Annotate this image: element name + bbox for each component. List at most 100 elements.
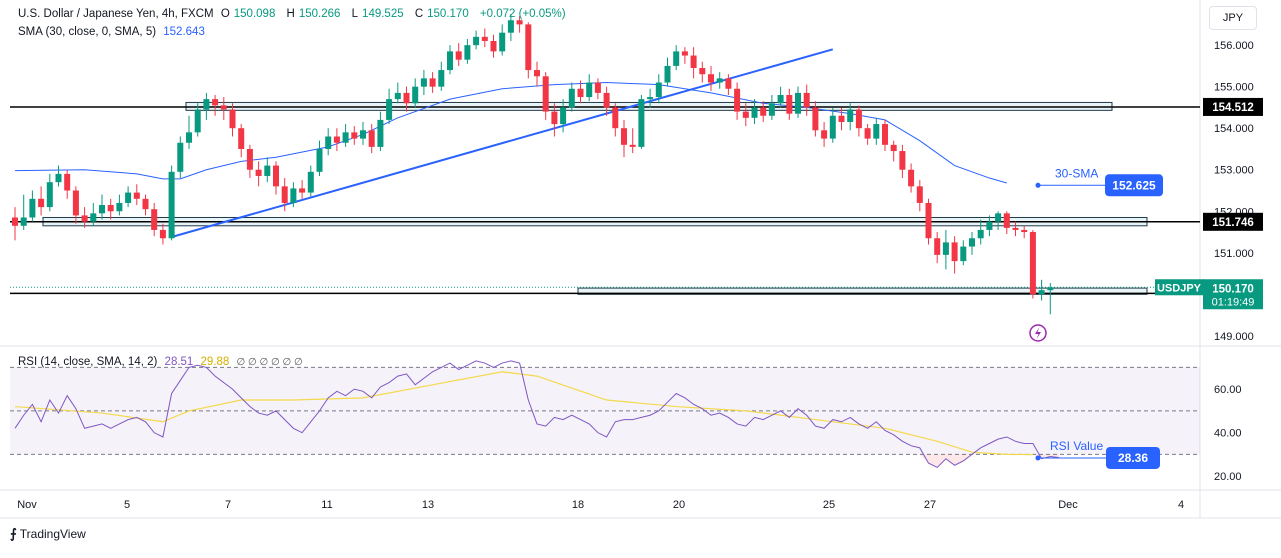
brand-name[interactable]: TradingView	[19, 527, 86, 541]
time-tick-label: 4	[1178, 499, 1184, 511]
candle-body	[534, 70, 540, 77]
candle-body	[64, 173, 71, 191]
candle-body	[255, 169, 262, 176]
lightning-bolt-icon	[1035, 327, 1041, 339]
rsi-tick-label: 60.00	[1214, 384, 1242, 396]
candle-body	[560, 107, 567, 125]
candle-body	[203, 99, 210, 110]
footer: ⨍ TradingView	[10, 526, 86, 542]
candle-body	[107, 205, 114, 212]
sma-legend: SMA (30, close, 0, SMA, 5) 152.643	[18, 26, 209, 38]
rsi-label[interactable]: RSI (14, close, SMA, 14, 2)	[18, 356, 158, 368]
candle-body	[20, 217, 27, 226]
time-tick-label: 25	[823, 499, 835, 511]
candle-body	[621, 128, 627, 145]
candle-body	[899, 151, 906, 170]
candle-body	[934, 238, 941, 255]
rsi-legend: RSI (14, close, SMA, 14, 2) 28.51 29.88 …	[18, 356, 307, 368]
candle-body	[12, 217, 18, 226]
sr-zone	[577, 287, 1148, 295]
candle-body	[29, 198, 36, 218]
change-value: +0.072 (+0.05%)	[479, 8, 566, 20]
time-tick-label: Dec	[1058, 499, 1078, 511]
candle-body	[655, 82, 662, 98]
candle-body	[525, 24, 532, 71]
rsi-ma-value: 29.88	[200, 356, 230, 368]
candle-body	[186, 132, 192, 143]
sma-annotation-value: 152.625	[1112, 178, 1156, 192]
candle-body	[751, 107, 758, 118]
candle-body	[1038, 290, 1045, 295]
low-value: 149.525	[362, 8, 404, 20]
candle-body	[351, 132, 358, 139]
symbol-tag	[1155, 279, 1204, 296]
candle-body	[447, 51, 453, 71]
candle-body	[55, 173, 62, 183]
candle-body	[977, 229, 984, 239]
candle-body	[1047, 287, 1054, 291]
rsi-value: 28.51	[164, 356, 194, 368]
price-tick-label: 154.000	[1214, 123, 1254, 135]
candle-body	[612, 107, 619, 129]
rsi-ma-line	[14, 371, 1033, 456]
candle-body	[464, 45, 471, 60]
level-axis-tag	[1203, 97, 1263, 116]
candle-body	[568, 88, 575, 108]
candle-body	[925, 202, 932, 239]
candle-body	[647, 97, 654, 100]
candle-body	[412, 86, 419, 104]
candle-body	[394, 92, 401, 100]
price-tick-label: 155.000	[1214, 82, 1254, 94]
candle-body	[246, 148, 253, 170]
candle-body	[307, 171, 314, 193]
candle-body	[586, 82, 593, 98]
currency-button[interactable]: JPY	[1209, 6, 1257, 30]
time-tick-label: 18	[572, 499, 584, 511]
candle-body	[890, 144, 897, 152]
candle-body	[690, 55, 697, 68]
candle-body	[360, 130, 366, 139]
time-tick-label: 11	[321, 499, 332, 511]
time-tick-label: 5	[124, 499, 130, 511]
rsi-annotation-text: RSI Value	[1050, 439, 1103, 453]
level-axis-value: 154.512	[1212, 102, 1254, 114]
time-tick-label: 27	[924, 499, 936, 511]
candle-body	[760, 107, 767, 116]
rsi-extra-values: ∅ ∅ ∅ ∅ ∅ ∅	[236, 357, 303, 368]
candle-body	[516, 20, 523, 25]
candle-body	[229, 109, 236, 129]
candle-body	[795, 92, 801, 114]
candle-body	[577, 88, 584, 98]
candle-body	[499, 32, 506, 52]
candle-body	[960, 246, 967, 262]
sma-label[interactable]: SMA (30, close, 0, SMA, 5)	[18, 26, 157, 38]
last-price-tag	[1203, 279, 1263, 310]
candle-body	[281, 186, 288, 203]
candle-body	[377, 119, 384, 147]
open-value: 150.098	[233, 8, 276, 20]
candle-body	[1029, 232, 1036, 295]
candle-body	[299, 188, 306, 193]
candle-body	[151, 209, 158, 230]
tradingview-logo-icon[interactable]: ⨍	[10, 526, 17, 541]
candle-body	[325, 136, 332, 149]
candle-body	[838, 115, 845, 122]
last-price-value: 150.170	[1212, 283, 1254, 295]
symbol-legend: U.S. Dollar / Japanese Yen, 4h, FXCM O 15…	[18, 8, 570, 20]
candle-body	[777, 94, 784, 104]
symbol-title[interactable]: U.S. Dollar / Japanese Yen, 4h, FXCM	[18, 8, 214, 20]
candle-body	[429, 78, 436, 87]
candle-body	[490, 40, 497, 52]
candle-body	[716, 78, 723, 83]
candle-body	[333, 136, 340, 143]
candle-body	[821, 130, 828, 139]
rsi-annotation-value: 28.36	[1118, 451, 1148, 465]
candle-body	[768, 103, 775, 116]
candle-body	[803, 92, 810, 108]
candle-body	[194, 109, 201, 133]
time-tick-label: Nov	[17, 499, 37, 511]
candle-body	[882, 124, 888, 145]
candle-body	[603, 92, 610, 108]
candle-body	[908, 169, 915, 187]
